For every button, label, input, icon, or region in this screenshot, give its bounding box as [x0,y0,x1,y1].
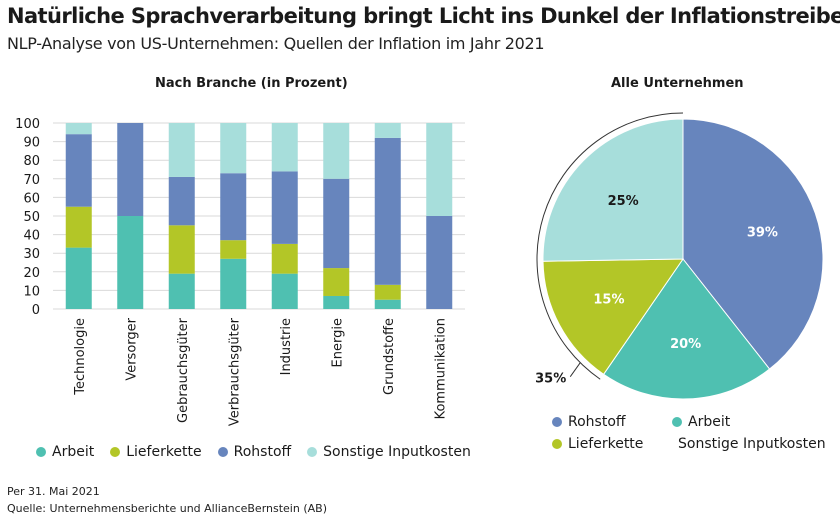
pie-label-rohstoff: 39% [747,226,778,241]
bar-segment-industrie-rohstoff [271,171,298,244]
page-title: Natürliche Sprachverarbeitung bringt Lic… [7,4,840,28]
legend-label: Arbeit [688,414,731,430]
pie-slice-rohstoff [682,118,824,370]
legend-swatch [36,447,46,457]
bar-chart-title: Nach Branche (in Prozent) [155,76,348,91]
page-subtitle: NLP-Analyse von US-Unternehmen: Quellen … [7,34,545,53]
pie-label-arbeit: 20% [670,337,701,352]
pie-slice-arbeit [602,258,771,400]
pie-chart-title: Alle Unternehmen [611,76,744,91]
bar-segment-energie-rohstoff [323,178,350,269]
y-tick-label: 30 [23,247,40,262]
pie-label-lieferkette: 15% [593,293,624,308]
legend-swatch [672,417,682,427]
bar-segment-versorger-arbeit [117,216,144,309]
x-tick-label-versorger: Versorger [124,317,139,380]
x-tick-label-grundstoffe: Grundstoffe [382,318,397,395]
legend-item-lieferkette: Lieferkette [110,444,202,460]
bar-segment-verbrauchsgueter-lieferkette [220,240,247,259]
bar-segment-grundstoffe-rohstoff [374,137,401,285]
legend-swatch [307,447,318,457]
bar-segment-verbrauchsgueter-rohstoff [220,173,247,241]
legend-label: Rohstoff [568,414,626,430]
legend-label: Sonstige Inputkosten [678,436,826,452]
bar-segment-kommunikation-rohstoff [426,216,453,309]
legend-label: Arbeit [52,444,95,460]
bar-segment-technologie-sonstige-inputkosten [65,123,92,135]
pie-label-sonstige-inputkosten: 25% [608,194,639,209]
legend-swatch [552,439,562,449]
x-tick-label-verbrauchsgueter: Verbrauchsgüter [227,317,242,426]
pie-slice-lieferkette [542,258,684,376]
bar-segment-gebrauchsgueter-sonstige-inputkosten [168,123,195,177]
bar-chart-bars [65,123,453,309]
bar-segment-energie-sonstige-inputkosten [323,123,350,179]
x-tick-label-industrie: Industrie [279,318,294,375]
bar-segment-technologie-rohstoff [65,134,92,207]
pie-bracket [536,112,684,380]
x-tick-label-kommunikation: Kommunikation [433,318,448,419]
footnote-source: Quelle: Unternehmensberichte und Allianc… [7,502,327,515]
pie-chart-legend: Rohstoff Arbeit Lieferkette Sonstige Inputk… [552,414,832,452]
legend-item-arbeit: Arbeit [36,444,94,460]
legend-label: Lieferkette [568,436,644,452]
bar-segment-energie-arbeit [323,295,350,309]
bar-segment-industrie-arbeit [271,273,298,309]
legend-item-sonstige-inputkosten: Sonstige Inputkosten [307,444,471,460]
bar-segment-verbrauchsgueter-sonstige-inputkosten [220,123,247,174]
pie-chart-labels: 39% 20% 15% 25% 35% [535,112,778,387]
y-tick-label: 70 [23,173,40,188]
pie-chart-slices [542,118,824,400]
bar-segment-verbrauchsgueter-arbeit [220,258,247,309]
y-tick-label: 0 [32,303,40,318]
bar-segment-grundstoffe-arbeit [374,299,401,309]
bar-segment-industrie-lieferkette [271,243,298,274]
pie-bracket-label: 35% [535,372,566,387]
y-tick-label: 40 [23,229,40,244]
pie-legend-item-lieferkette: Lieferkette [552,436,656,452]
x-tick-label-gebrauchsgueter: Gebrauchsgüter [176,317,191,423]
bar-chart-category-labels: Technologie Versorger Gebrauchsgüter Verbra… [73,317,449,426]
bar-segment-energie-lieferkette [323,268,350,296]
pie-legend-item-rohstoff: Rohstoff [552,414,656,430]
x-tick-label-energie: Energie [330,318,345,367]
y-tick-label: 20 [23,266,40,281]
bar-segment-gebrauchsgueter-rohstoff [168,176,195,226]
legend-label: Rohstoff [233,444,292,460]
pie-legend-item-sonstige-inputkosten: Sonstige Inputkosten [672,436,826,452]
x-tick-label-technologie: Technologie [73,318,88,396]
legend-label: Lieferkette [126,444,202,460]
y-tick-label: 100 [15,117,40,132]
legend-label: Sonstige Inputkosten [323,444,471,460]
y-tick-label: 80 [23,154,40,169]
legend-swatch [217,447,228,457]
bar-segment-grundstoffe-lieferkette [374,284,401,300]
bar-segment-gebrauchsgueter-lieferkette [168,225,195,274]
y-tick-label: 90 [23,136,40,151]
pie-slice-sonstige-inputkosten [542,118,684,262]
y-tick-label: 50 [23,210,40,225]
y-tick-label: 60 [23,191,40,206]
legend-swatch [110,447,121,457]
legend-item-rohstoff: Rohstoff [217,444,292,460]
bar-segment-technologie-arbeit [65,247,92,309]
bar-segment-kommunikation-sonstige-inputkosten [426,123,453,216]
bar-segment-industrie-sonstige-inputkosten [271,123,298,172]
bar-segment-versorger-rohstoff [117,123,144,216]
bar-segment-technologie-lieferkette [65,206,92,248]
pie-bracket-leader [569,362,581,378]
footnote-date: Per 31. Mai 2021 [7,485,100,498]
pie-legend-item-arbeit: Arbeit [672,414,816,430]
bar-segment-gebrauchsgueter-arbeit [168,273,195,309]
bar-segment-grundstoffe-sonstige-inputkosten [374,123,401,138]
y-tick-label: 10 [23,284,40,299]
legend-swatch [552,417,562,427]
bar-chart-legend: Arbeit Lieferkette Rohstoff Sonstige Inputk… [36,444,487,460]
